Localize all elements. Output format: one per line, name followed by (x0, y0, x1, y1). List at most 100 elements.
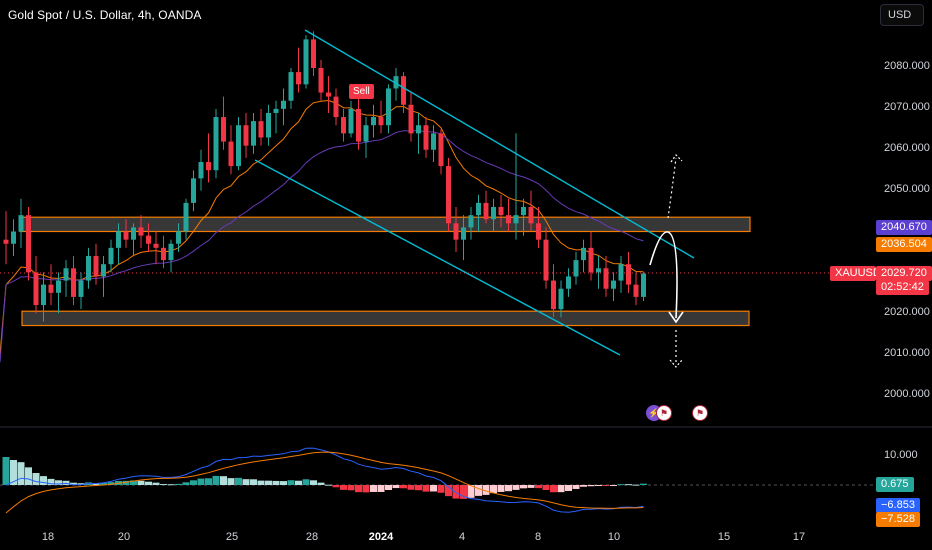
candle-body (33, 272, 39, 306)
candle (138, 215, 144, 248)
macd-histogram-bar (100, 482, 107, 485)
candle (468, 206, 474, 240)
macd-histogram-bar (557, 485, 565, 493)
price-axis-label: 2020.000 (884, 306, 930, 318)
macd-histogram-bar (452, 485, 460, 499)
macd-histogram-bar (302, 479, 310, 485)
candle (438, 129, 444, 175)
time-axis-label-year: 2024 (368, 531, 394, 543)
macd-histogram-bar (2, 457, 10, 485)
candle-body (86, 256, 91, 281)
candle-body (506, 215, 511, 224)
candle-body (641, 273, 646, 297)
candle (131, 223, 136, 257)
candle (198, 149, 204, 191)
candle-body (566, 276, 571, 289)
dotted-up-arrow (667, 157, 677, 219)
candle (236, 117, 241, 171)
candle-body (378, 117, 384, 126)
signal-value-tag: −7.528 (876, 512, 920, 527)
candle-body (521, 206, 526, 216)
candle-body (386, 88, 391, 126)
candle-body (348, 108, 354, 134)
candle-body (438, 133, 444, 167)
macd-histogram-bar (527, 485, 535, 488)
candle (423, 117, 429, 158)
candle-body (26, 215, 31, 273)
oscillator-axis-label: 10.000 (884, 449, 918, 461)
us-flag-event-icon[interactable]: ⚑ (692, 405, 708, 421)
candle (176, 223, 181, 252)
us-flag-event-icon[interactable]: ⚑ (656, 405, 672, 421)
macd-histogram-bar (152, 482, 160, 485)
macd-histogram-bar (542, 485, 550, 491)
candle-body (71, 268, 76, 297)
candle (108, 239, 114, 273)
candle (573, 251, 579, 285)
candle-body (48, 284, 54, 293)
candle-body (161, 247, 166, 261)
macd-histogram-bar (197, 478, 205, 485)
candle (33, 256, 39, 314)
macd-histogram-bar (490, 485, 497, 494)
candle (318, 59, 324, 101)
candle (386, 84, 391, 134)
candle (281, 88, 286, 126)
macd-histogram-bar (287, 480, 295, 485)
macd-histogram-bar (25, 467, 32, 485)
candle-body (168, 243, 174, 261)
time-axis-label: 18 (41, 531, 55, 543)
candle-body (236, 125, 241, 167)
candle-body (123, 231, 129, 240)
macd-histogram-bar (512, 485, 520, 490)
sell-signal-badge: Sell (349, 84, 374, 99)
candle (221, 96, 226, 150)
candle-body (573, 260, 579, 277)
ema-price-tag: 2036.504 (876, 237, 932, 252)
candle (296, 47, 301, 93)
candle (26, 206, 31, 281)
candle (288, 68, 294, 109)
candle-body (266, 112, 271, 138)
macd-histogram-bar (640, 483, 647, 485)
histogram-value-tag: 0.675 (876, 477, 914, 492)
candle (551, 264, 556, 318)
macd-histogram-bar (467, 485, 475, 498)
candle-body (3, 239, 9, 244)
macd-histogram-bar (160, 484, 167, 486)
candle (93, 243, 99, 285)
candle-body (498, 206, 504, 216)
candle-body (588, 247, 594, 273)
candle (206, 133, 211, 183)
currency-button[interactable]: USD (880, 4, 924, 26)
macd-histogram-bar (205, 478, 212, 485)
candle-body (131, 227, 136, 240)
candle-body (468, 215, 474, 228)
macd-histogram-bar (317, 482, 325, 485)
candle-body (318, 68, 324, 93)
candle-body (311, 39, 316, 68)
candle-body (476, 202, 481, 216)
macd-histogram-bar (235, 477, 242, 485)
macd-histogram-bar (580, 485, 587, 487)
time-axis-label: 28 (305, 531, 319, 543)
price-axis-label: 2070.000 (884, 101, 930, 113)
support-zone (21, 310, 750, 327)
projection-arrow (649, 231, 678, 319)
macd-value-tag: −6.853 (876, 498, 920, 513)
macd-histogram-bar (257, 480, 265, 485)
macd-histogram-bar (505, 485, 512, 492)
candle (78, 272, 84, 310)
candle-body (491, 206, 496, 220)
candle-body (453, 223, 459, 240)
macd-histogram-bar (182, 482, 190, 485)
macd-histogram-bar (392, 485, 400, 489)
chart-title: Gold Spot / U.S. Dollar, 4h, OANDA (8, 8, 202, 22)
candle (581, 239, 586, 273)
candle (506, 198, 511, 232)
candle (258, 108, 264, 146)
level-price-tag: 2040.670 (876, 220, 932, 235)
candle (3, 211, 9, 265)
